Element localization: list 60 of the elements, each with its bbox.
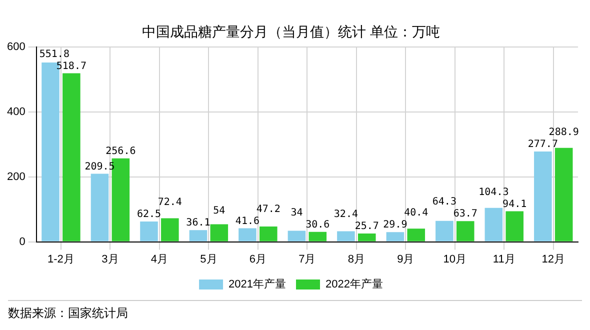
x-tick-label: 3月 (102, 253, 119, 266)
bar (189, 230, 208, 242)
chart-title: 中国成品糖产量分月（当月值）统计 单位：万吨 (142, 23, 440, 40)
data-label: 32.4 (334, 209, 358, 220)
source-note: 数据来源：国家统计局 (8, 306, 128, 320)
x-tick-label: 5月 (200, 253, 218, 266)
bar (554, 148, 573, 242)
bar (260, 226, 278, 242)
legend-label: 2022年产量 (326, 278, 383, 291)
data-label: 256.6 (106, 146, 136, 157)
data-label: 64.3 (432, 196, 456, 208)
bar (337, 231, 355, 242)
data-label: 29.9 (383, 220, 408, 231)
data-label: 104.3 (478, 186, 509, 198)
bar (506, 211, 524, 242)
x-tick-label: 4月 (150, 253, 168, 266)
bar (456, 221, 474, 242)
y-tick-label: 600 (6, 40, 26, 53)
data-label: 551.8 (39, 48, 70, 60)
bar (436, 220, 454, 242)
x-tick-label: 7月 (298, 253, 316, 266)
data-label: 54 (213, 206, 226, 217)
data-label: 40.4 (404, 208, 428, 219)
bar (484, 208, 503, 242)
bar (161, 218, 179, 242)
data-label: 36.1 (186, 218, 210, 229)
bar (534, 152, 552, 242)
data-label: 518.7 (56, 60, 86, 72)
data-label: 34 (290, 207, 303, 218)
data-label: 72.4 (158, 197, 182, 208)
x-tick-label: 1-2月 (48, 253, 74, 266)
data-label: 62.5 (136, 209, 162, 220)
x-tick-label: 11月 (492, 253, 516, 266)
x-tick-label: 9月 (397, 253, 414, 266)
x-tick-label: 6月 (249, 253, 266, 266)
bar (210, 224, 228, 242)
bar (288, 230, 306, 242)
x-tick-label: 8月 (348, 253, 365, 266)
bar (238, 228, 256, 242)
bar (386, 232, 404, 242)
bar (358, 233, 376, 242)
bar (308, 232, 327, 242)
y-tick-label: 0 (19, 236, 26, 248)
bar (140, 221, 158, 242)
data-label: 41.6 (235, 216, 260, 227)
data-label: 25.7 (354, 221, 379, 232)
x-tick-label: 12月 (542, 253, 566, 266)
bar (62, 73, 80, 242)
legend-label: 2021年产量 (228, 278, 286, 291)
y-tick-label: 400 (6, 106, 26, 118)
bar (90, 174, 109, 242)
y-tick-label: 200 (6, 170, 26, 183)
x-tick-label: 10月 (443, 253, 467, 266)
data-label: 30.6 (306, 219, 330, 230)
data-label: 277.7 (528, 139, 558, 150)
data-label: 63.7 (453, 208, 478, 220)
data-label: 94.1 (502, 198, 527, 210)
data-label: 288.9 (548, 127, 579, 138)
bar (407, 228, 426, 242)
data-label: 47.2 (256, 204, 280, 215)
